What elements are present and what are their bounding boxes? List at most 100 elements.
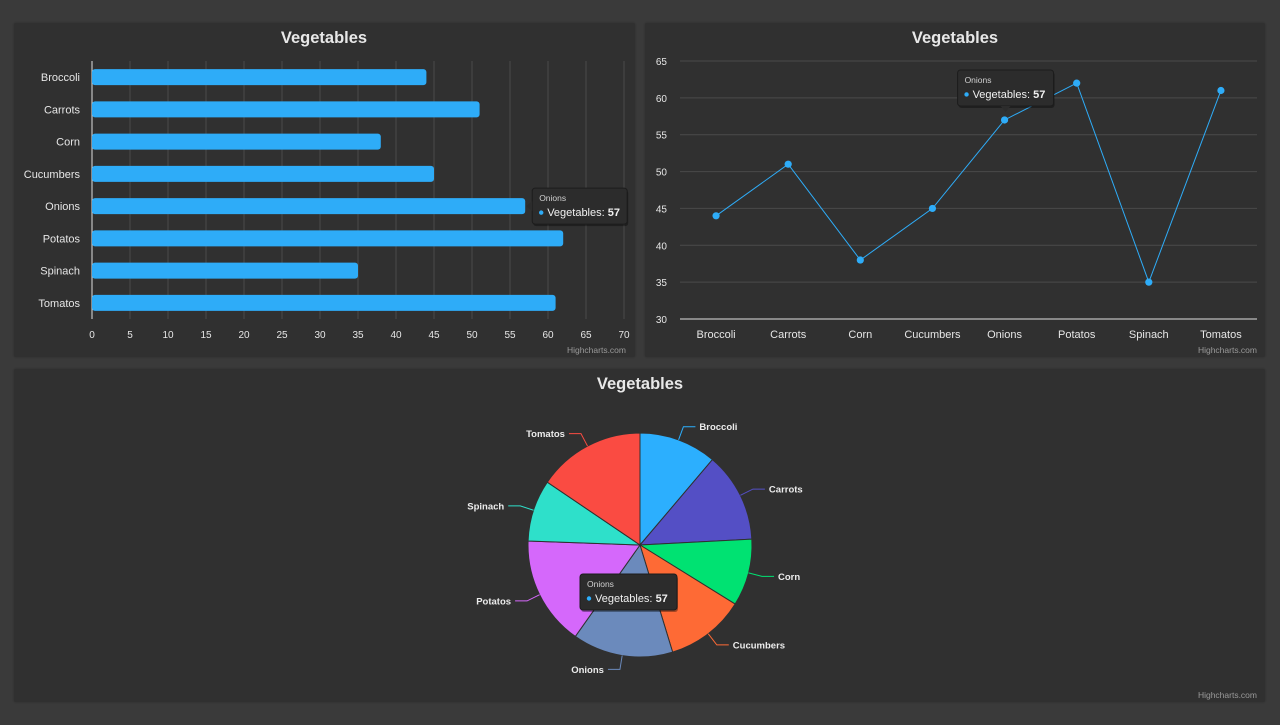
data-point-spinach[interactable]: [1145, 278, 1153, 286]
x-tick-label: 50: [466, 330, 478, 341]
data-point-carrots[interactable]: [784, 160, 792, 168]
credits-link[interactable]: Highcharts.com: [567, 345, 626, 355]
y-tick-label: 50: [656, 168, 668, 179]
pie-slice-tomatos[interactable]: [546, 432, 641, 546]
data-point-potatos[interactable]: [1073, 79, 1081, 87]
bar-broccoli[interactable]: [92, 69, 427, 86]
tooltip-series-dot: [964, 92, 969, 97]
tooltip-series-name: Vegetables: 57: [595, 593, 668, 605]
data-point-broccoli[interactable]: [712, 212, 720, 220]
y-category-label: Spinach: [40, 266, 80, 278]
x-tick-label: 45: [428, 330, 440, 341]
tooltip-series-dot: [539, 210, 544, 215]
x-tick-label: 20: [238, 330, 250, 341]
y-category-label: Carrots: [44, 104, 81, 116]
slice-label: Broccoli: [699, 422, 737, 433]
x-tick-label: 55: [504, 330, 516, 341]
x-category-label: Cucumbers: [904, 329, 961, 341]
credits-link[interactable]: Highcharts.com: [1198, 345, 1257, 355]
y-tick-label: 55: [656, 131, 668, 142]
x-category-label: Broccoli: [697, 329, 736, 341]
tooltip-series-name: Vegetables: 57: [547, 207, 620, 219]
connector-line: [748, 572, 775, 577]
x-tick-label: 65: [580, 330, 592, 341]
y-category-label: Corn: [56, 137, 80, 149]
slice-label: Onions: [571, 665, 604, 676]
tooltip-box: [579, 573, 678, 611]
bar-onions[interactable]: [92, 198, 526, 215]
x-category-label: Carrots: [770, 329, 807, 341]
y-tick-label: 65: [656, 57, 668, 68]
pie-chart-panel: Vegetables Broccoli Carrots Corn Cucumbers O…: [14, 369, 1265, 702]
y-category-label: Tomatos: [38, 298, 80, 310]
bar-potatos[interactable]: [92, 230, 564, 247]
bar-cucumbers[interactable]: [92, 165, 434, 182]
slice-label: Spinach: [467, 501, 504, 512]
y-category-label: Onions: [45, 201, 80, 213]
x-tick-label: 70: [618, 330, 630, 341]
connector-line: [568, 433, 588, 447]
tooltip-header: Onions: [965, 75, 992, 85]
connector-line: [508, 505, 534, 511]
line-chart: Vegetables Broccoli Carrots Corn Cucumbers O…: [656, 29, 1257, 355]
data-point-onions[interactable]: [1000, 116, 1009, 124]
y-category-label: Cucumbers: [24, 169, 81, 181]
x-tick-label: 10: [162, 330, 174, 341]
tooltip: Onions Vegetables: 57: [526, 187, 629, 227]
x-tick-label: 5: [127, 330, 133, 341]
pie-chart: Vegetables Broccoli Carrots Corn Cucumbers O…: [467, 375, 1257, 700]
tooltip-pointer: [1000, 105, 1011, 112]
tooltip-header: Onions: [539, 193, 566, 203]
slice-label: Tomatos: [526, 429, 565, 440]
slice-label: Carrots: [769, 485, 803, 496]
y-tick-label: 60: [656, 94, 668, 105]
y-category-label: Broccoli: [41, 72, 80, 84]
tooltip: Onions Vegetables: 57: [957, 69, 1055, 112]
tooltip-value: 57: [608, 207, 620, 219]
slice-label: Cucumbers: [733, 640, 785, 651]
y-tick-label: 45: [656, 204, 668, 215]
y-tick-label: 35: [656, 278, 668, 289]
bar-carrots[interactable]: [92, 101, 480, 118]
credits-link[interactable]: Highcharts.com: [1198, 690, 1257, 700]
bar-tomatos[interactable]: [92, 294, 556, 311]
series-line: [715, 82, 1222, 284]
y-tick-label: 40: [656, 241, 668, 252]
x-tick-label: 60: [542, 330, 554, 341]
connector-line: [740, 488, 765, 496]
chart-title: Vegetables: [281, 29, 367, 47]
x-tick-label: 40: [390, 330, 402, 341]
y-tick-label: 30: [656, 315, 668, 326]
tooltip-header: Onions: [587, 579, 614, 589]
x-tick-label: 35: [352, 330, 364, 341]
x-category-label: Potatos: [1058, 329, 1096, 341]
tooltip-pointer: [526, 201, 533, 212]
x-category-label: Spinach: [1129, 329, 1169, 341]
x-tick-label: 30: [314, 330, 326, 341]
data-point-tomatos[interactable]: [1217, 86, 1225, 95]
bar-chart: Vegetables Broccoli Carrots Corn Cucumbers O…: [24, 29, 630, 355]
x-category-label: Corn: [848, 329, 872, 341]
data-point-corn[interactable]: [856, 256, 864, 264]
bar-spinach[interactable]: [92, 262, 358, 279]
pie-slice-carrots[interactable]: [638, 458, 753, 546]
data-point-cucumbers[interactable]: [928, 204, 937, 213]
tooltip-value: 57: [1033, 89, 1045, 101]
y-category-label: Potatos: [43, 233, 81, 245]
tooltip-series-dot: [586, 596, 592, 601]
tooltip-value: 57: [656, 593, 668, 605]
chart-title: Vegetables: [912, 29, 998, 47]
chart-title: Vegetables: [597, 375, 683, 393]
connector-line: [678, 426, 696, 441]
pie-slice-broccoli[interactable]: [639, 432, 714, 547]
x-tick-label: 15: [200, 330, 212, 341]
connector-line: [707, 633, 729, 646]
tooltip-series-name: Vegetables: 57: [973, 89, 1046, 101]
connector-line: [607, 655, 623, 670]
tooltip: Onions Vegetables: 57: [579, 573, 678, 612]
x-tick-label: 0: [89, 330, 95, 341]
bar-corn[interactable]: [92, 133, 381, 150]
connector-line: [515, 594, 540, 602]
x-tick-label: 25: [276, 330, 288, 341]
bar-chart-panel: Vegetables Broccoli Carrots Corn Cucumbers O…: [14, 23, 635, 357]
